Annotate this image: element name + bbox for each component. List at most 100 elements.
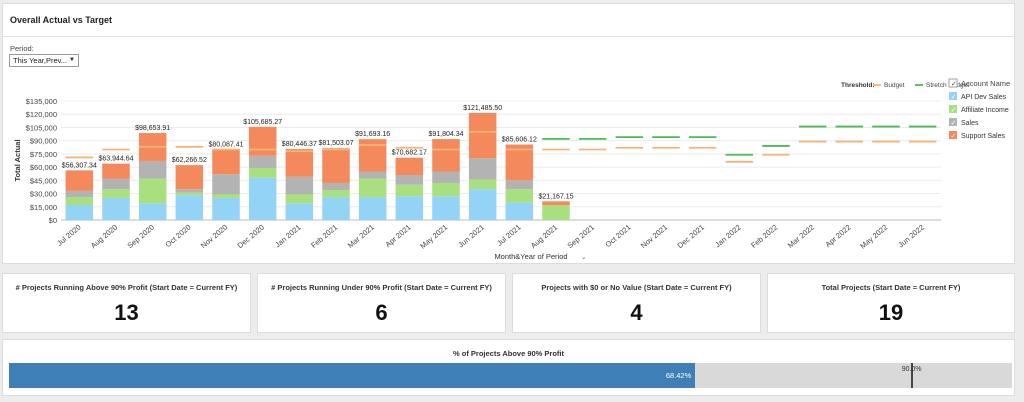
bar-segment: [212, 197, 240, 220]
bar-total-label: $62,266.52: [172, 157, 207, 164]
bar-total-label: $121,485.50: [463, 105, 502, 112]
x-tick-label: Feb 2022: [749, 223, 779, 250]
bar-segment: [212, 149, 240, 175]
bar-segment: [432, 182, 460, 197]
check-icon: ✓: [951, 107, 957, 114]
bar-segment: [505, 144, 534, 181]
legend-checkbox: [948, 78, 958, 88]
bar-segment: [542, 201, 570, 206]
bar-segment: [322, 148, 350, 183]
bar-total-label: $56,307.34: [62, 162, 97, 169]
panel-divider: [3, 36, 1014, 37]
bar-segment: [212, 194, 240, 198]
x-tick-label: Feb 2021: [309, 223, 339, 250]
bar-segment: [468, 179, 497, 190]
legend-label: Support Sales: [961, 133, 1005, 140]
kpi-value: 19: [878, 300, 904, 325]
bar-segment: [65, 170, 94, 191]
y-tick-label: $105,000: [26, 123, 57, 132]
bar-segment: [285, 194, 314, 204]
kpi-value: 4: [630, 300, 643, 325]
bar-total-label: $80,087.41: [208, 141, 243, 148]
x-tick-label: Oct 2021: [604, 223, 633, 249]
x-tick-label: Apr 2022: [824, 223, 853, 249]
check-icon: ✓: [951, 120, 957, 127]
bar-segment: [505, 189, 534, 203]
bar-segment: [175, 192, 204, 196]
legend-swatch: [949, 92, 957, 100]
threshold-legend-title: Threshold:: [841, 82, 875, 89]
bar-segment: [65, 197, 94, 206]
bar-segment: [432, 139, 460, 172]
y-tick-label: $15,000: [30, 203, 57, 212]
bar-segment: [322, 197, 350, 220]
x-tick-label: May 2022: [858, 223, 889, 251]
progress-title: % of Projects Above 90% Profit: [453, 349, 564, 358]
threshold-legend-label: Budget: [884, 82, 905, 89]
progress-track: 68.42% 90.0%: [9, 363, 1012, 388]
x-tick-label: Jun 2022: [897, 223, 926, 250]
x-tick-label: Aug 2020: [89, 223, 119, 251]
x-tick-label: Sep 2021: [566, 223, 596, 251]
legend-label: Sales: [961, 120, 979, 127]
bar-total-label: $21,167.15: [538, 193, 573, 200]
legend-swatch: [949, 131, 957, 139]
bar-segment: [395, 184, 424, 197]
y-tick-label: $90,000: [30, 137, 57, 146]
x-tick-label: Sep 2020: [126, 223, 156, 251]
chevron-down-icon: ⌄: [581, 254, 586, 261]
period-filter-label: Period:: [10, 44, 34, 53]
y-tick-label: $60,000: [30, 163, 57, 172]
kpi-title: Total Projects (Start Date = Current FY): [821, 283, 961, 292]
kpi-card-under-90: # Projects Running Under 90% Profit (Sta…: [257, 273, 506, 333]
bar-segment: [542, 205, 570, 220]
y-tick-label: $75,000: [30, 150, 57, 159]
bar-segment: [358, 178, 387, 198]
legend-swatch: [949, 105, 957, 113]
kpi-card-no-value: Projects with $0 or No Value (Start Date…: [512, 273, 761, 333]
x-tick-label: Oct 2020: [164, 223, 193, 249]
bar-segment: [65, 205, 94, 220]
bar-segment: [285, 149, 314, 177]
x-tick-label: Mar 2022: [786, 223, 816, 250]
bar-total-label: $91,804.34: [428, 131, 463, 138]
x-tick-label: Jan 2022: [713, 223, 742, 250]
bar-segment: [138, 178, 167, 204]
bar-segment: [468, 158, 497, 180]
bar-segment: [432, 196, 460, 220]
bar-segment: [358, 197, 387, 220]
kpi-title: # Projects Running Under 90% Profit (Sta…: [271, 283, 492, 292]
x-tick-label: Aug 2021: [529, 223, 559, 251]
chevron-down-icon: ▼: [69, 57, 75, 63]
x-tick-label: Jul 2020: [55, 223, 83, 248]
kpi-value: 13: [114, 300, 139, 325]
bar-segment: [395, 196, 424, 220]
chart-panel-title: Overall Actual vs Target: [10, 15, 113, 25]
bar-total-label: $80,446.37: [282, 141, 317, 148]
x-tick-label: Dec 2020: [236, 223, 266, 251]
legend-label: Affiliate Income: [961, 107, 1009, 114]
legend-label: API Dev Sales: [961, 94, 1007, 101]
check-icon: ✓: [951, 81, 957, 88]
bar-segment: [358, 171, 387, 179]
bar-total-label: $98,653.91: [135, 125, 170, 132]
bar-segment: [248, 126, 277, 156]
x-tick-label: Nov 2021: [639, 223, 669, 251]
bar-segment: [322, 182, 350, 191]
bar-segment: [175, 165, 204, 190]
y-tick-label: $0: [49, 216, 57, 225]
bar-segment: [395, 157, 424, 176]
bar-segment: [505, 202, 534, 220]
x-tick-label: May 2021: [418, 223, 449, 251]
target-label: 90.0%: [901, 366, 922, 373]
x-tick-label: Apr 2021: [384, 223, 413, 249]
x-tick-label: Nov 2020: [199, 223, 229, 251]
bar-segment: [175, 195, 204, 220]
bar-segment: [102, 178, 130, 190]
bar-segment: [322, 190, 350, 198]
y-tick-label: $120,000: [26, 110, 57, 119]
bar-segment: [285, 176, 314, 195]
period-dropdown[interactable]: This Year,Prev... ▼: [9, 54, 79, 67]
bar-segment: [102, 197, 130, 220]
bar-segment: [468, 112, 497, 159]
